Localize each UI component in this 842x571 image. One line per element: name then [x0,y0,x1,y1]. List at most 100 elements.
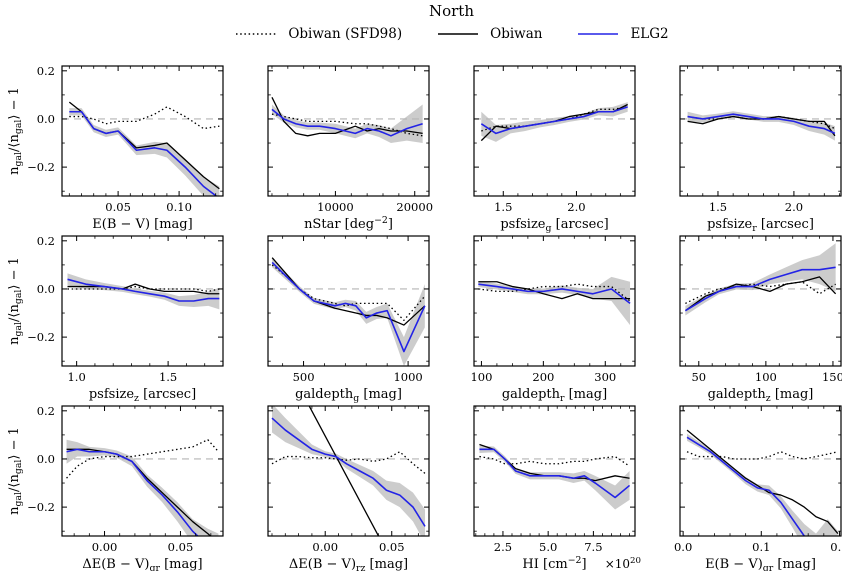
series-obiwan [686,429,839,535]
series-obiwan-sfd98 [478,283,631,302]
axes-frame [473,65,636,197]
x-axis-label: HI [cm−2] [522,555,586,571]
x-axis-label: galdepthz [mag] [708,387,814,404]
axes-frame [267,65,430,197]
axes-frame [679,235,842,367]
subplot-psfsize_r: 1.5 2.0 psfsizer [arcsec] [679,65,842,234]
elg2-error-band [478,276,631,326]
subplot-psfsize_g: 1.5 2.0 psfsizeg [arcsec] [473,65,636,234]
x-tick-label: 0.05 [105,200,131,214]
x-tick-label: 1.5 [494,200,512,214]
x-tick-label: 0.0 [674,540,692,554]
elg2-error-band [687,111,835,141]
figure-title: North [428,2,474,20]
series-elg2 [687,113,836,135]
y-tick-label: −0.2 [27,500,55,514]
series-obiwan [478,281,631,300]
legend-line-sample-icon [236,33,277,35]
x-tick-label: 150 [822,370,842,384]
y-tick-label: 0.2 [37,64,55,78]
x-tick-label: 5.0 [539,540,557,554]
axes-frame [61,235,224,367]
legend-item-elg2: ELG2 [576,26,669,42]
y-axis-label: ngal/⟨ngal⟩ − 1 [7,257,24,345]
y-tick-label: 0.0 [37,452,55,466]
elg2-error-band [687,433,838,536]
legend-item-obiwan-sfd98: Obiwan (SFD98) [234,26,402,42]
elg2-error-band [272,257,425,366]
x-axis-label: ΔE(B − V)rz [mag] [289,557,408,571]
x-tick-label: 7.5 [584,540,602,554]
series-elg2 [479,448,631,499]
axes-frame [679,405,842,537]
y-tick-label: 0.2 [37,404,55,418]
series-elg2 [271,417,426,527]
legend-item-obiwan: Obiwan [436,26,542,42]
series-elg2 [69,110,218,196]
x-tick-label: 0.00 [312,540,338,554]
elg2-error-band [685,243,836,316]
x-tick-label: 500 [293,370,315,384]
y-axis-label: ngal/⟨ngal⟩ − 1 [7,87,24,175]
subplot-galdepth_r: 100 200 300 galdepthr [mag] [470,235,636,404]
x-tick-label: 1000 [393,370,422,384]
subplot-galdepth_z: 50 100 150 galdepthz [mag] [679,235,842,404]
axes-frame [473,405,636,537]
series-obiwan-sfd98 [685,281,836,304]
axes-frame [267,405,430,537]
series-obiwan [271,97,423,137]
series-obiwan [684,276,837,312]
x-tick-label: 1.5 [709,200,727,214]
axes-frame [267,235,430,367]
series-elg2 [684,266,836,312]
axes-frame [679,65,842,197]
x-tick-label: 20000 [396,200,433,214]
legend-line-sample-icon [438,33,479,35]
x-tick-label: 2.5 [494,540,512,554]
y-tick-label: −0.2 [27,160,55,174]
x-tick-label: 300 [594,370,616,384]
y-tick-label: 0.0 [37,112,55,126]
subplot-galdepth_g: 500 1000 galdepthg [mag] [267,235,430,404]
x-axis-label: E(B − V) [mag] [92,217,192,232]
series-obiwan-sfd98 [686,451,839,460]
legend-label: ELG2 [630,26,669,42]
x-axis-label: psfsizeg [arcsec] [500,217,608,234]
series-obiwan-sfd98 [271,451,426,474]
legend-label: Obiwan [490,26,543,42]
subplot-psfsize_z: 1.0 1.5 0.2 0.0 −0.2 psfsizez [arcsec] ngal/⟨n… [7,234,224,404]
elg2-error-band [271,406,426,536]
x-tick-label: 0.05 [379,540,405,554]
x-axis-label: galdepthg [mag] [295,387,402,404]
x-tick-label: 1.0 [67,370,85,384]
x-tick-label: 200 [532,370,554,384]
subplot-debv_gr: 0.00 0.05 0.2 0.0 −0.2 ΔE(B − V)gr [mag] ngal/… [7,404,224,571]
legend: Obiwan (SFD98) Obiwan ELG2 [62,26,841,42]
legend-label: Obiwan (SFD98) [288,26,403,42]
y-tick-label: 0.2 [37,234,55,248]
series-elg2 [686,436,806,536]
y-axis-label: ngal/⟨ngal⟩ − 1 [7,427,24,515]
series-obiwan-sfd98 [69,106,220,130]
series-elg2 [67,278,220,302]
x-tick-label: 0.1 [752,540,770,554]
x-axis-label: ΔE(B − V)gr [mag] [82,557,202,571]
x-tick-label: 50 [691,370,706,384]
subplot-ebv_gr: 0.0 0.1 0.2 E(B − V)gr [mag] [674,405,842,571]
series-obiwan-sfd98 [66,439,219,479]
x-axis-label: E(B − V)gr [mag] [705,557,816,571]
x-axis-label: galdepthr [mag] [502,387,607,404]
series-elg2 [271,108,423,137]
x-tick-label: 0.05 [168,540,194,554]
x-tick-label: 1.5 [159,370,177,384]
axes-frame [473,235,636,367]
x-axis-offset-label: ×1020 [605,556,641,571]
legend-line-sample-icon [578,33,619,35]
subplot-hi: 2.5 5.0 7.5HI [cm−2] ×1020 [473,405,641,571]
x-tick-label: 0.00 [92,540,118,554]
axes-frame [61,405,224,537]
x-axis-label: nStar [deg−2] [304,215,393,232]
x-tick-label: 100 [470,370,492,384]
